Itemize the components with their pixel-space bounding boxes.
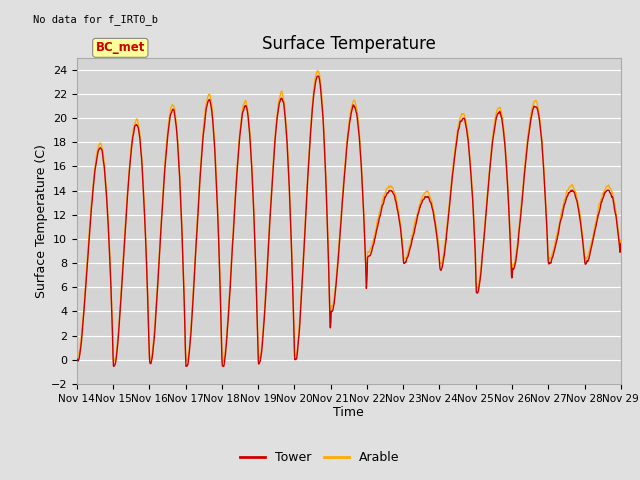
Tower (434, 242, 442, 248)
Arable (218, 360, 226, 365)
Arable (194, 209, 202, 215)
Arable (617, 237, 625, 243)
Text: No data for f_IRT0_b: No data for f_IRT0_b (33, 14, 158, 24)
X-axis label: Time: Time (333, 407, 364, 420)
Tower (553, 237, 561, 243)
Text: BC_met: BC_met (95, 41, 145, 54)
Legend: Tower, Arable: Tower, Arable (236, 446, 404, 469)
Arable (314, 68, 321, 74)
Y-axis label: Surface Temperature (C): Surface Temperature (C) (35, 144, 48, 298)
Line: Arable: Arable (77, 71, 621, 362)
Tower (73, 356, 81, 361)
Title: Surface Temperature: Surface Temperature (262, 35, 436, 53)
Arable (434, 235, 442, 241)
Arable (553, 231, 561, 237)
Line: Tower: Tower (77, 76, 621, 366)
Arable (73, 350, 81, 356)
Arable (505, 204, 513, 209)
Arable (180, 306, 188, 312)
Tower (505, 208, 513, 214)
Tower (617, 241, 625, 247)
Arable (255, 355, 263, 360)
Tower (194, 215, 202, 220)
Tower (220, 363, 227, 369)
Tower (314, 73, 322, 79)
Tower (180, 311, 188, 317)
Tower (255, 361, 263, 367)
